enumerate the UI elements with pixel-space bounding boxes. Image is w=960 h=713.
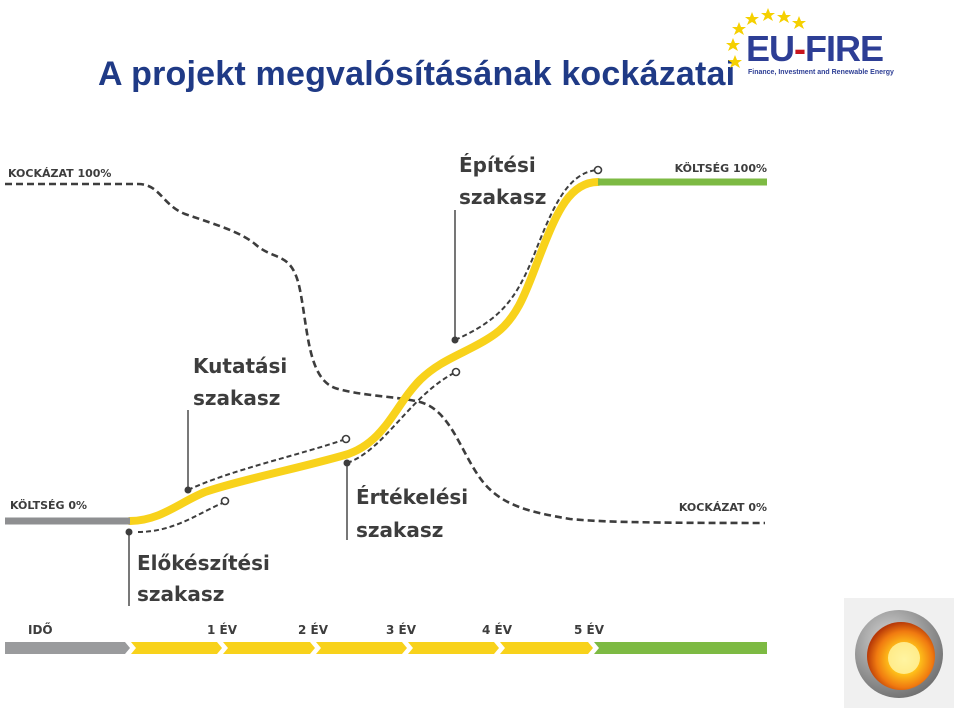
risk-100-label: KOCKÁZAT 100% [8,167,111,180]
phase-prep-line1: Előkészítési [137,551,270,575]
phase-prep-line2: szakasz [137,582,224,606]
timeline-label: IDŐ [28,622,53,637]
timeline-bar [5,642,767,654]
eu-fire-logo: EU-FIRE Finance, Investment and Renewabl… [724,4,914,84]
logo-wordmark: EU-FIRE [746,28,884,69]
risk-curve [5,182,766,525]
logo-subtitle: Finance, Investment and Renewable Energy [748,69,894,76]
phase-evaluation-line1: Értékelési [356,485,468,509]
year-3-label: 3 ÉV [386,622,417,637]
phase-construction-line2: szakasz [459,185,546,209]
phase-research-line1: Kutatási [193,354,287,378]
cost-100-label: KÖLTSÉG 100% [675,161,767,175]
cost-0-label: KÖLTSÉG 0% [10,498,87,512]
phase-marker-prep [137,501,226,533]
earth-core-icon [844,598,954,708]
phase-evaluation-line2: szakasz [356,518,443,542]
year-4-label: 4 ÉV [482,622,513,637]
phase-marker-construction [454,169,599,341]
phase-marker-research [187,438,347,491]
year-1-label: 1 ÉV [207,622,238,637]
year-5-label: 5 ÉV [574,622,605,637]
year-2-label: 2 ÉV [298,622,329,637]
phase-construction-line1: Építési [459,153,536,177]
eu-stars-icon [726,8,806,68]
page-title: A projekt megvalósításának kockázatai [98,55,736,93]
risk-0-label: KOCKÁZAT 0% [679,501,767,514]
phase-marker-evaluation [346,371,457,464]
cost-curve [126,178,602,525]
phase-research-line2: szakasz [193,386,280,410]
